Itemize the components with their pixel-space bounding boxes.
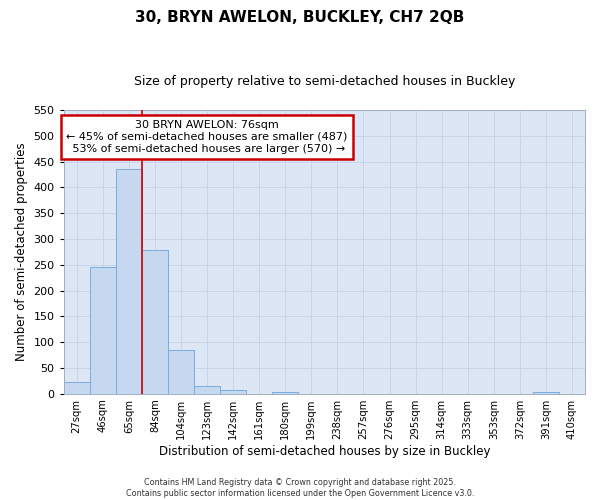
Bar bbox=[533, 392, 559, 394]
X-axis label: Distribution of semi-detached houses by size in Buckley: Distribution of semi-detached houses by … bbox=[158, 444, 490, 458]
Y-axis label: Number of semi-detached properties: Number of semi-detached properties bbox=[15, 142, 28, 361]
Text: 30 BRYN AWELON: 76sqm  
← 45% of semi-detached houses are smaller (487)
 53% of : 30 BRYN AWELON: 76sqm ← 45% of semi-deta… bbox=[67, 120, 348, 154]
Bar bbox=[194, 386, 220, 394]
Text: 30, BRYN AWELON, BUCKLEY, CH7 2QB: 30, BRYN AWELON, BUCKLEY, CH7 2QB bbox=[136, 10, 464, 25]
Bar bbox=[142, 250, 168, 394]
Title: Size of property relative to semi-detached houses in Buckley: Size of property relative to semi-detach… bbox=[134, 75, 515, 88]
Bar bbox=[90, 268, 116, 394]
Bar bbox=[272, 392, 298, 394]
Bar bbox=[220, 390, 246, 394]
Bar bbox=[64, 382, 90, 394]
Bar bbox=[168, 350, 194, 394]
Text: Contains HM Land Registry data © Crown copyright and database right 2025.
Contai: Contains HM Land Registry data © Crown c… bbox=[126, 478, 474, 498]
Bar bbox=[116, 170, 142, 394]
